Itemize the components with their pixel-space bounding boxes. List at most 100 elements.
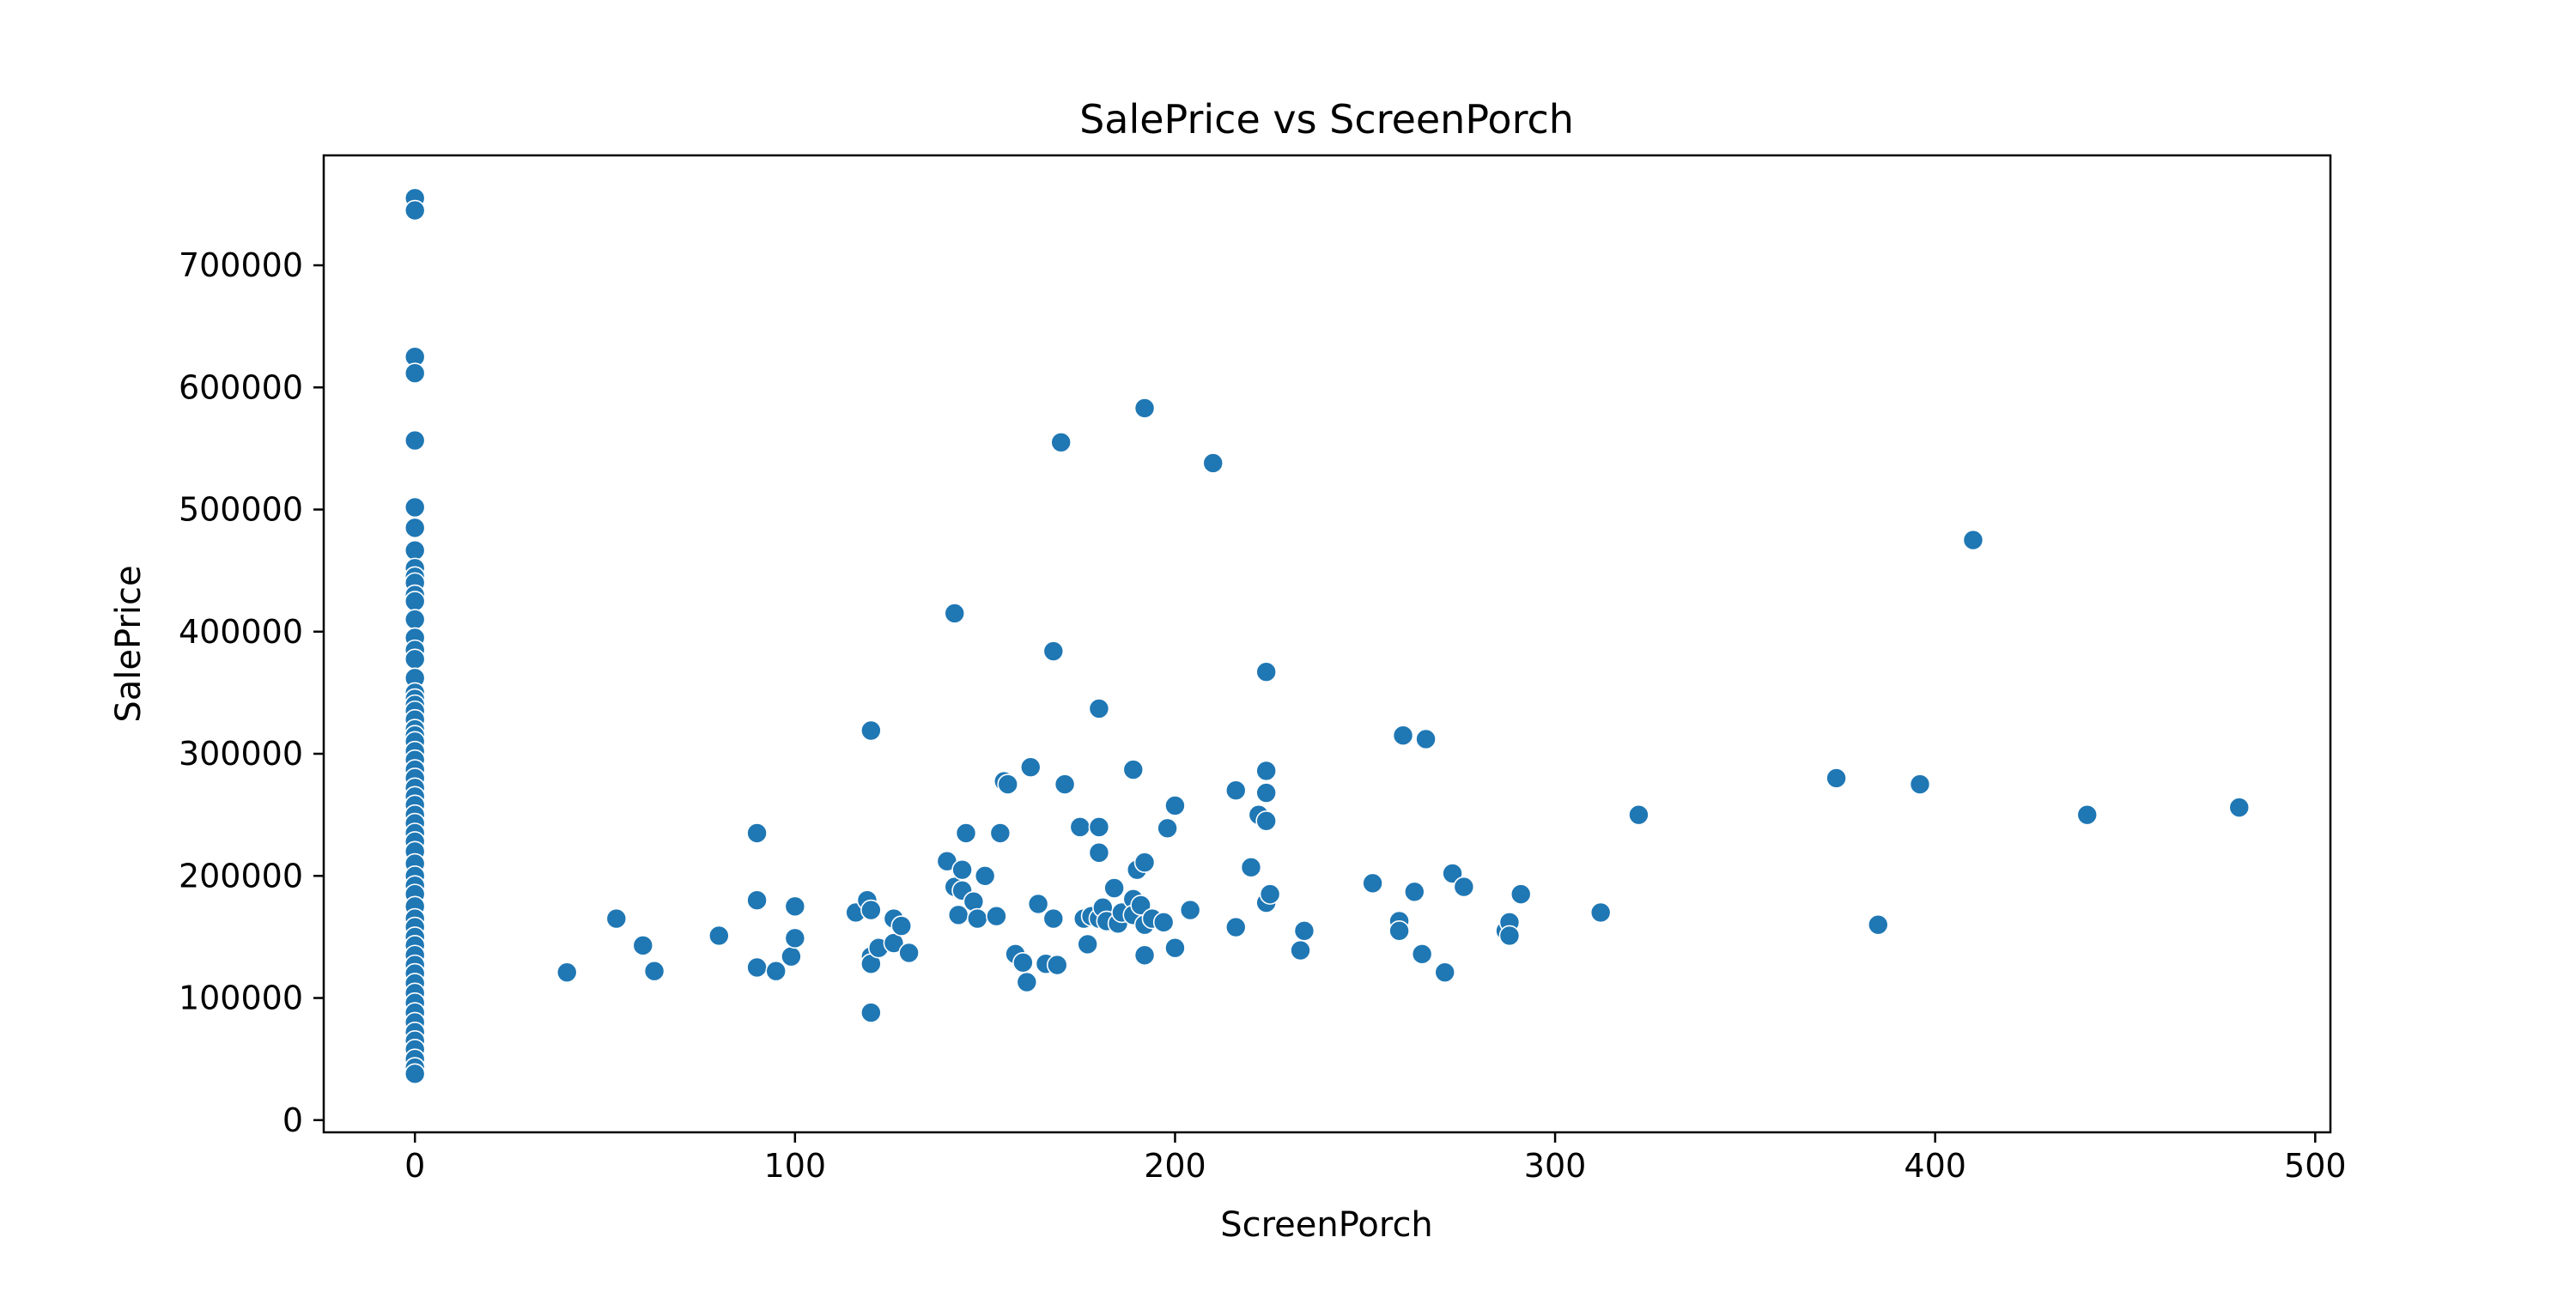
plot-area-frame xyxy=(322,154,2332,1134)
x-tick-label: 300 xyxy=(1524,1147,1587,1185)
scatter-point xyxy=(1411,943,1433,965)
scatter-point xyxy=(1069,816,1091,838)
scatter-point xyxy=(1077,933,1098,955)
scatter-point xyxy=(556,961,578,983)
scatter-point xyxy=(1259,883,1281,905)
scatter-point xyxy=(1826,767,1847,789)
scatter-point xyxy=(860,719,882,742)
scatter-point xyxy=(997,773,1019,795)
x-tick-label: 200 xyxy=(1144,1147,1206,1185)
scatter-point xyxy=(2076,804,2099,826)
scatter-point xyxy=(860,1002,882,1023)
x-tick-label: 500 xyxy=(2284,1147,2347,1185)
scatter-point xyxy=(1103,877,1125,899)
y-tick-label: 200000 xyxy=(179,857,303,895)
scatter-point xyxy=(1042,640,1065,662)
scatter-point xyxy=(1012,951,1034,974)
scatter-point xyxy=(1164,937,1186,959)
y-tick-label: 100000 xyxy=(179,980,303,1017)
y-tick-label: 400000 xyxy=(179,613,303,651)
scatter-point xyxy=(1133,944,1156,967)
scatter-point xyxy=(890,915,913,937)
scatter-point xyxy=(1453,876,1475,898)
scatter-point xyxy=(1867,913,1889,936)
scatter-point xyxy=(1290,939,1311,961)
scatter-point xyxy=(966,907,988,930)
scatter-point xyxy=(784,927,806,949)
scatter-point xyxy=(404,429,426,452)
scatter-point xyxy=(404,591,426,612)
scatter-point xyxy=(746,889,768,912)
scatter-point xyxy=(1202,452,1224,474)
y-tick-label: 300000 xyxy=(179,735,303,773)
scatter-point xyxy=(404,496,426,519)
scatter-point xyxy=(1152,912,1175,933)
scatter-point xyxy=(989,822,1012,844)
scatter-point xyxy=(955,822,977,844)
scatter-point xyxy=(404,199,426,221)
x-tick-label: 0 xyxy=(404,1147,425,1185)
scatter-point xyxy=(1027,893,1049,915)
y-axis: 0 100000 200000 300000 400000 500000 600000 700… xyxy=(179,246,324,1139)
scatter-point xyxy=(1434,961,1456,983)
scatter-point xyxy=(1293,919,1315,942)
scatter-point xyxy=(1088,841,1110,864)
scatter-point xyxy=(1498,925,1521,947)
scatter-point xyxy=(1240,857,1262,878)
scatter-point xyxy=(1224,779,1247,802)
scatter-point xyxy=(1388,919,1410,942)
scatter-point xyxy=(2228,797,2251,818)
scatter-point xyxy=(944,603,966,624)
scatter-point xyxy=(1404,881,1425,903)
y-tick-label: 500000 xyxy=(179,491,303,529)
x-tick-label: 100 xyxy=(764,1147,827,1185)
scatter-point xyxy=(898,942,920,964)
scatter-point xyxy=(404,609,426,630)
scatter-point xyxy=(1962,529,1984,551)
scatter-point xyxy=(860,899,882,921)
scatter-point xyxy=(1255,782,1277,804)
scatter-point xyxy=(1255,810,1277,832)
scatter-point xyxy=(1054,773,1076,795)
scatter-point xyxy=(1042,907,1065,930)
scatter-point xyxy=(1415,728,1437,750)
scatter-point xyxy=(1133,852,1156,873)
scatter-point xyxy=(1046,954,1068,976)
scatter-point xyxy=(1392,725,1414,746)
scatter-point xyxy=(1179,899,1201,921)
scatter-point xyxy=(986,905,1007,927)
x-tick-label: 400 xyxy=(1904,1147,1966,1185)
scatter-point xyxy=(404,1063,426,1085)
scatter-point xyxy=(708,925,730,947)
scatter-point xyxy=(632,935,654,956)
scatter-point xyxy=(404,362,426,384)
scatter-point xyxy=(404,648,426,670)
scatter-point xyxy=(1088,698,1110,719)
scatter-point xyxy=(1909,773,1931,795)
chart-title: SalePrice vs ScreenPorch xyxy=(1079,96,1574,143)
scatter-point xyxy=(781,945,802,967)
scatter-point xyxy=(1157,817,1178,840)
scatter-point xyxy=(1255,661,1277,683)
scatter-point xyxy=(1442,863,1463,884)
scatter-point xyxy=(1088,816,1110,838)
scatter-point xyxy=(1164,795,1186,816)
scatter-point xyxy=(1016,971,1038,993)
y-axis-label: SalePrice xyxy=(109,565,149,722)
scatter-point xyxy=(605,907,628,930)
scatter-point xyxy=(1224,916,1247,938)
scatter-point xyxy=(951,858,973,881)
scatter-point xyxy=(1133,397,1156,419)
scatter-point xyxy=(404,539,426,561)
scatter-point xyxy=(1122,759,1145,780)
scatter-point xyxy=(1255,760,1277,782)
scatter-point xyxy=(1628,804,1649,826)
scatter-point xyxy=(746,822,768,844)
scatter-point xyxy=(1019,756,1042,778)
scatter-point xyxy=(643,960,665,982)
scatter-point xyxy=(1050,431,1072,453)
y-tick-label: 0 xyxy=(283,1101,303,1139)
scatter-point xyxy=(963,890,985,913)
